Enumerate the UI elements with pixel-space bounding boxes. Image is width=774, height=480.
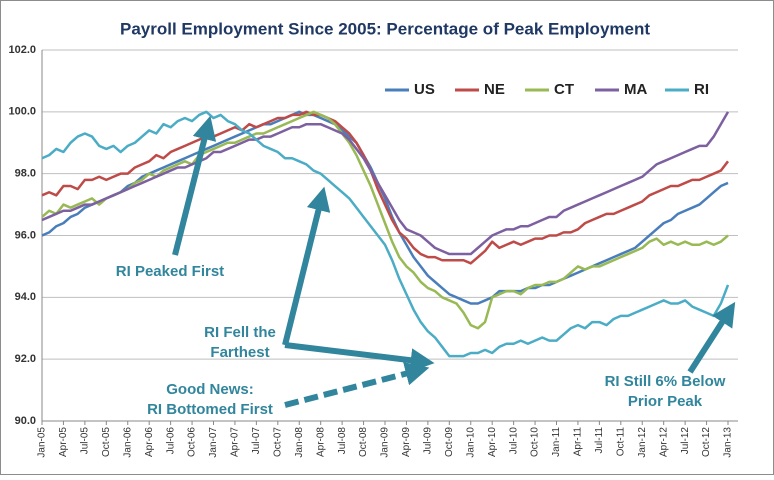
x-tick-label: Jan-11 (551, 427, 562, 457)
series-line (41, 111, 730, 256)
y-tick-label: 100.0 (8, 106, 36, 118)
x-tick-label: Jan-09 (380, 427, 391, 458)
legend-label: MA (624, 81, 647, 98)
x-tick-label: Jan-05 (37, 427, 48, 458)
x-tick-label: Oct-07 (272, 427, 283, 457)
y-tick-label: 94.0 (15, 291, 36, 303)
arrow (172, 115, 217, 256)
x-tick-label: Jan-12 (637, 427, 648, 458)
x-tick-label: Oct-06 (187, 427, 198, 457)
x-tick-label: Apr-08 (315, 427, 326, 457)
x-tick-label: Apr-11 (573, 427, 584, 457)
x-tick-label: Jan-10 (465, 427, 476, 458)
series-line (41, 110, 729, 265)
x-tick-label: Jul-07 (251, 427, 262, 455)
arrows (172, 115, 736, 408)
legend: US NE CT MA RI (385, 81, 709, 98)
arrow (282, 186, 331, 346)
y-tick-label: 102.0 (8, 44, 36, 56)
arrow (687, 301, 736, 374)
x-tick-label: Jan-08 (294, 427, 305, 458)
legend-label: CT (554, 81, 574, 98)
x-tick-label: Apr-12 (658, 427, 669, 457)
x-tick-label: Jul-06 (165, 427, 176, 455)
annotation: Good News: (166, 381, 254, 398)
annotation: RI Peaked First (116, 263, 224, 280)
y-tick-label: 92.0 (15, 353, 36, 365)
x-tick-label: Jul-09 (423, 427, 434, 455)
legend-label: US (414, 81, 435, 98)
annotation: Prior Peak (628, 393, 703, 410)
x-tick-label: Oct-10 (530, 427, 541, 457)
x-tick-label: Oct-12 (701, 427, 712, 457)
x-tick-label: Jan-06 (122, 427, 133, 458)
series-line (41, 110, 729, 305)
x-tick-label: Apr-07 (230, 427, 241, 457)
annotation: Farthest (210, 344, 269, 361)
annotations: RI Peaked First RI Fell the Farthest Good N… (116, 263, 726, 418)
x-tick-label: Oct-09 (444, 427, 455, 457)
x-tick-label: Oct-05 (101, 427, 112, 457)
y-tick-label: 90.0 (15, 415, 36, 427)
x-tick-label: Jan-07 (208, 427, 219, 458)
annotation: RI Fell the (204, 324, 276, 341)
legend-label: RI (694, 81, 709, 98)
annotation: RI Still 6% Below (605, 373, 726, 390)
chart-title: Payroll Employment Since 2005: Percentag… (120, 19, 650, 38)
x-tick-label: Jul-12 (680, 427, 691, 455)
legend-label: NE (484, 81, 505, 98)
x-tick-label: Jul-05 (80, 427, 91, 455)
series-lines (41, 110, 730, 358)
grid: 90.0 92.0 94.0 96.0 98.0 100.0 102.0 Jan-05 Apr-… (8, 44, 738, 458)
y-tick-label: 98.0 (15, 168, 36, 180)
x-tick-label: Apr-10 (487, 427, 498, 457)
x-tick-label: Jul-10 (508, 427, 519, 455)
x-tick-label: Apr-06 (144, 427, 155, 457)
x-tick-label: Oct-11 (615, 427, 626, 457)
x-tick-label: Apr-05 (58, 427, 69, 457)
series-line (41, 110, 730, 358)
arrow (284, 361, 430, 408)
x-tick-label: Oct-08 (358, 427, 369, 457)
x-tick-label: Jul-11 (594, 427, 605, 454)
y-tick-label: 96.0 (15, 229, 36, 241)
x-tick-label: Jan-13 (723, 427, 734, 458)
x-tick-label: Jul-08 (337, 427, 348, 455)
annotation: RI Bottomed First (147, 401, 273, 418)
arrow (284, 342, 435, 373)
x-tick-label: Apr-09 (401, 427, 412, 457)
